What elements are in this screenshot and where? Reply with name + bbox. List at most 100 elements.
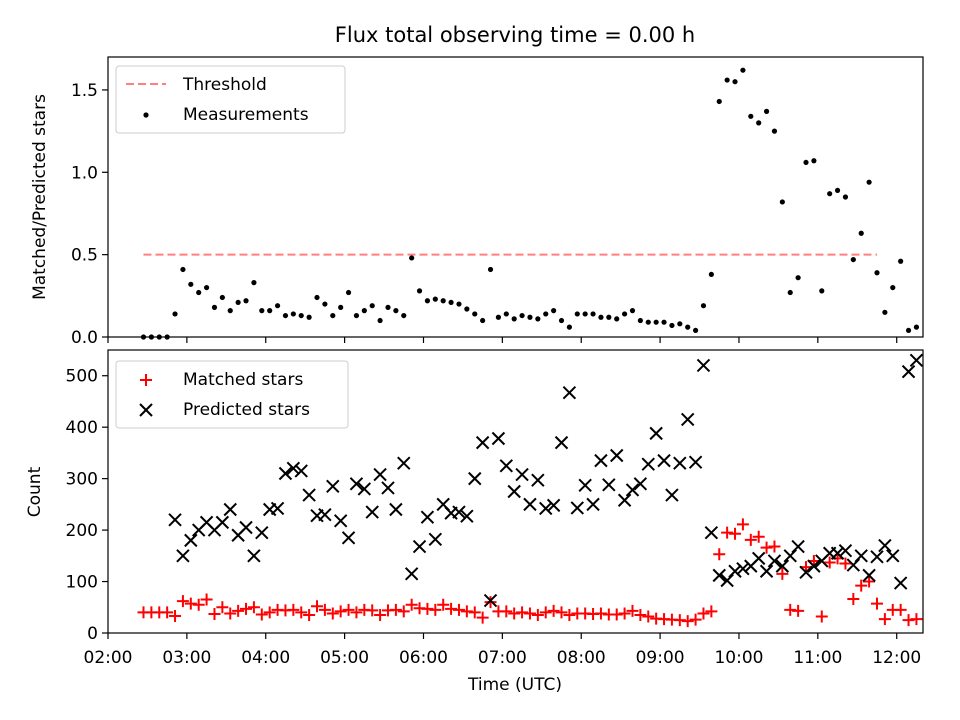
data-point [633,477,648,491]
data-point [547,604,560,617]
data-point [290,311,296,317]
data-point [578,478,592,493]
data-point [333,514,348,528]
data-point [819,288,825,294]
count-y-axis: 0 100 200 300 400 500 [66,367,108,644]
x-tick-label: 12:00 [872,648,921,668]
data-point [169,610,182,623]
data-point [634,608,647,621]
data-point [728,564,742,578]
data-point [345,289,352,296]
data-point [432,296,438,302]
data-point [775,559,790,573]
data-point [622,311,628,317]
data-point [594,453,608,468]
data-point [645,319,651,325]
data-point [373,467,387,482]
data-point [784,603,797,616]
count-panel: 0 100 200 300 400 500 02:00 03:00 04:00 05:00 06:… [25,349,924,695]
data-point [421,602,434,615]
data-point [673,456,687,470]
x-tick-label: 05:00 [320,648,369,668]
data-point [511,316,517,322]
measurements-legend-label: Measurements [183,105,309,125]
data-point [326,607,339,620]
data-point [803,159,809,166]
data-point [381,481,395,495]
y-tick-label: 200 [66,521,98,541]
data-point [409,255,415,261]
data-point [476,611,489,624]
data-point [172,311,178,317]
data-point [866,179,872,185]
x-tick-label: 10:00 [714,648,763,668]
data-point [752,530,765,543]
data-point [247,549,261,563]
y-tick-label: 0.0 [71,328,98,348]
data-point [893,576,908,590]
data-point [168,513,182,527]
data-point [850,256,856,263]
data-point [224,607,237,620]
x-tick-label: 06:00 [399,648,448,668]
legend-box [115,65,346,134]
data-point [452,505,466,519]
data-point [294,464,308,478]
data-point [574,311,580,317]
data-point [886,549,900,563]
data-point [452,603,465,616]
data-point [389,603,402,616]
data-point [732,79,738,85]
data-point [188,281,194,287]
data-point [610,448,624,463]
matched-stars-legend-label: Matched stars [183,370,303,390]
data-point [768,540,781,553]
data-point [361,308,367,314]
data-point [815,610,828,623]
data-point [519,312,525,319]
data-point [760,541,773,554]
data-point [665,488,679,502]
ratio-legend: Threshold Measurements [115,65,346,134]
data-point [705,605,718,618]
data-point [468,606,481,619]
data-point [874,270,880,276]
data-point [618,607,631,620]
data-point [657,453,671,468]
data-point [700,303,707,309]
data-point [440,298,446,304]
data-point [366,604,379,617]
data-point [196,289,202,296]
data-point [263,606,276,619]
data-point [692,327,699,334]
measurements-series [140,67,920,340]
data-point [274,303,281,309]
data-point [539,606,552,619]
count-legend: Matched stars Predicted stars [115,360,349,429]
y-tick-label: 500 [66,367,98,387]
data-point [756,120,762,126]
data-point [827,191,833,197]
data-point [357,482,372,496]
y-tick-label: 400 [66,418,98,438]
data-point [437,598,450,611]
data-point [365,505,379,519]
data-point [456,301,462,307]
data-point [322,301,328,307]
count-y-axis-label: Count [25,466,45,517]
data-point [902,614,915,627]
data-point [771,128,778,134]
data-point [909,353,924,367]
data-point [267,308,273,314]
data-point [626,604,639,617]
legend-box [115,360,349,429]
data-point [807,559,821,573]
data-point [341,531,356,545]
data-point [759,564,774,578]
data-point [311,600,324,613]
data-point [278,466,293,481]
data-point [649,426,663,441]
data-point [420,510,435,524]
data-point [215,515,230,530]
data-point [240,602,253,615]
